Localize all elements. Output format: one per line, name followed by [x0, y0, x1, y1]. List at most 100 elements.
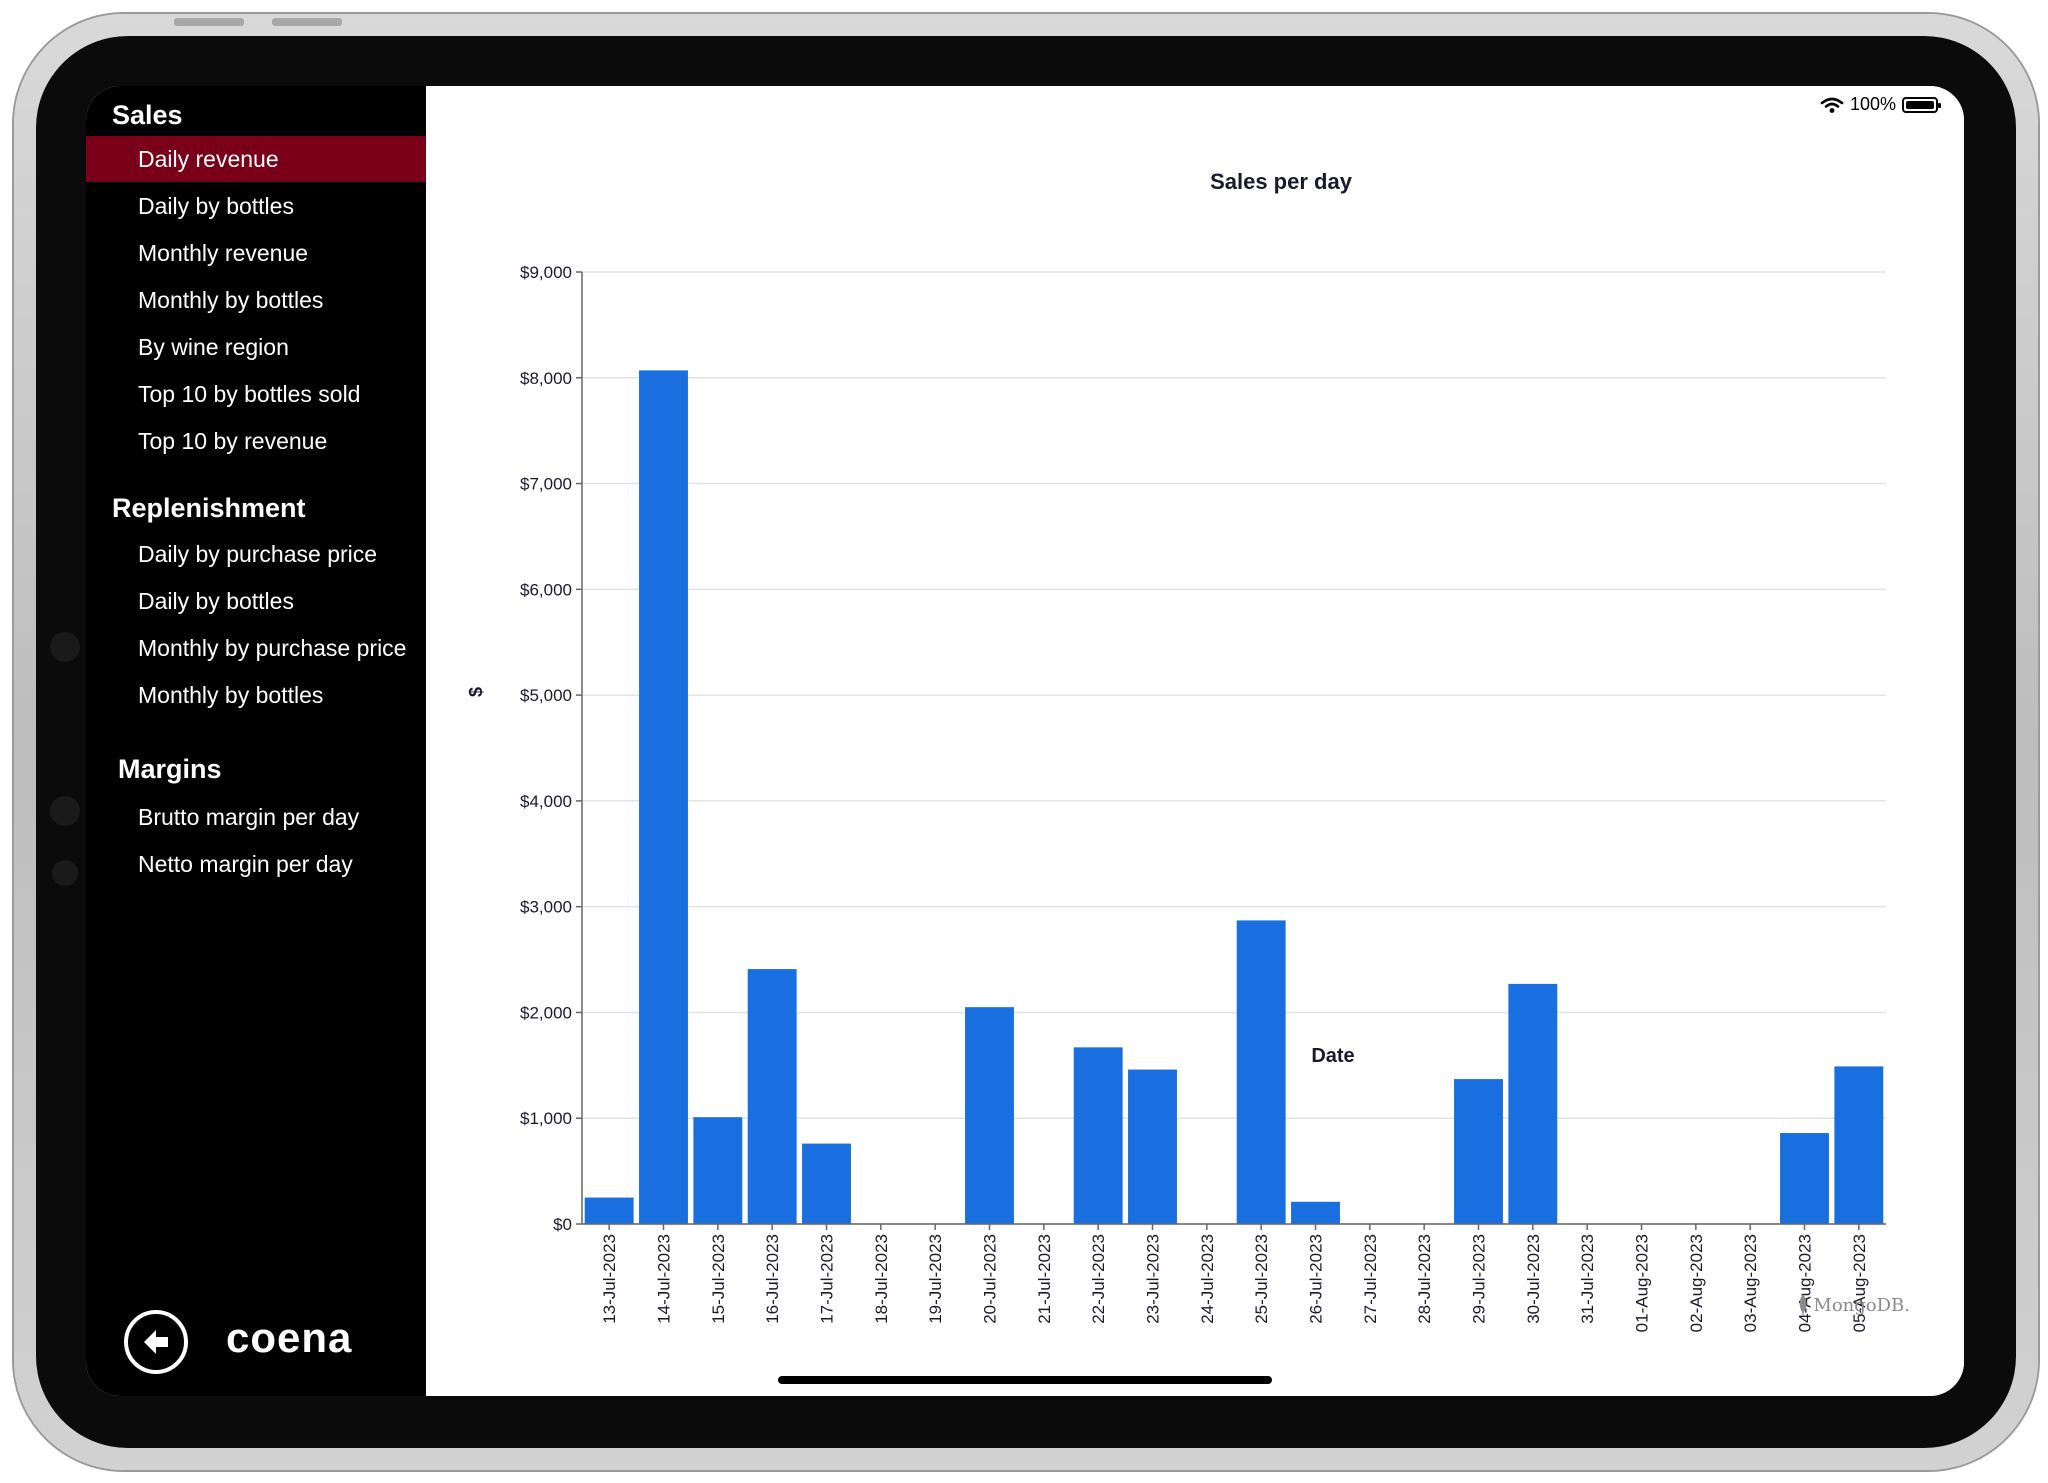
volume-button: [272, 18, 342, 26]
sidebar-item-daily-revenue[interactable]: Daily revenue: [86, 136, 426, 182]
bar-05-Aug-2023[interactable]: [1834, 1066, 1884, 1224]
y-tick-label: $8,000: [520, 369, 572, 388]
x-axis-label: Date: [1311, 1045, 1354, 1067]
sidebar-item-label: Monthly by bottles: [138, 682, 324, 708]
app-logo: coena: [226, 1314, 353, 1361]
bar-16-Jul-2023[interactable]: [747, 969, 797, 1224]
camera-icon: [50, 632, 80, 662]
y-tick-label: $1,000: [520, 1109, 572, 1128]
sidebar-section-title: Margins: [118, 754, 222, 784]
bar-22-Jul-2023[interactable]: [1073, 1047, 1123, 1224]
sidebar-item-label: Top 10 by bottles sold: [138, 381, 361, 407]
sensor-icon: [50, 796, 80, 826]
x-tick-label: 23-Jul-2023: [1144, 1234, 1163, 1324]
x-tick-label: 31-Jul-2023: [1578, 1234, 1597, 1324]
y-tick-label: $3,000: [520, 898, 572, 917]
sidebar-item-daily-by-bottles[interactable]: Daily by bottles: [86, 183, 426, 229]
x-tick-label: 26-Jul-2023: [1307, 1234, 1326, 1324]
sidebar-item-label: Netto margin per day: [138, 851, 353, 877]
x-tick-label: 21-Jul-2023: [1035, 1234, 1054, 1324]
x-tick-label: 18-Jul-2023: [872, 1234, 891, 1324]
y-tick-label: $6,000: [520, 580, 572, 599]
x-tick-label: 14-Jul-2023: [655, 1234, 674, 1324]
bar-29-Jul-2023[interactable]: [1454, 1079, 1503, 1224]
volume-button: [174, 18, 244, 26]
sidebar-section-title: Sales: [112, 100, 183, 130]
x-tick-label: 22-Jul-2023: [1089, 1234, 1108, 1324]
sidebar: coena Sales Daily revenue Daily by bottles…: [86, 86, 426, 1396]
x-tick-label: 02-Aug-2023: [1687, 1234, 1706, 1332]
sidebar-item-top-10-by-revenue[interactable]: Top 10 by revenue: [86, 418, 426, 464]
sidebar-item-top-10-by-bottles-sold[interactable]: Top 10 by bottles sold: [86, 371, 426, 417]
sidebar-item-monthly-by-bottles[interactable]: Monthly by bottles: [86, 672, 426, 718]
x-tick-label: 25-Jul-2023: [1252, 1234, 1271, 1324]
bar-25-Jul-2023[interactable]: [1236, 920, 1286, 1224]
chart-title: Sales per day: [1210, 169, 1353, 194]
sidebar-item-monthly-by-purchase-price[interactable]: Monthly by purchase price: [86, 625, 426, 671]
sidebar-item-label: Daily by bottles: [138, 588, 294, 614]
sidebar-item-label: Brutto margin per day: [138, 804, 360, 830]
bar-04-Aug-2023[interactable]: [1780, 1133, 1829, 1224]
y-tick-label: $7,000: [520, 475, 572, 494]
sales-chart: $0 $1,000 $2,000 $3,000 $4,000 $5,000 $6,000 $7…: [466, 169, 1886, 1332]
bar-26-Jul-2023[interactable]: [1291, 1201, 1340, 1224]
x-tick-label: 28-Jul-2023: [1415, 1234, 1434, 1324]
bar-20-Jul-2023[interactable]: [965, 1007, 1014, 1224]
bar-30-Jul-2023[interactable]: [1508, 983, 1558, 1224]
y-axis-label: $: [466, 687, 486, 697]
sidebar-item-label: Top 10 by revenue: [138, 428, 328, 454]
sidebar-item-label: Daily by purchase price: [138, 541, 378, 567]
sidebar-section-title: Replenishment: [112, 493, 306, 523]
wifi-icon: [1820, 97, 1844, 113]
sensor-icon: [52, 860, 78, 886]
sidebar-item-label: Daily by bottles: [138, 193, 294, 219]
x-tick-label: 16-Jul-2023: [763, 1234, 782, 1324]
mongodb-leaf-icon: [1800, 1294, 1807, 1316]
watermark-text: MongoDB.: [1813, 1294, 1910, 1316]
sidebar-item-monthly-by-bottles[interactable]: Monthly by bottles: [86, 277, 426, 323]
mongodb-watermark: MongoDB.: [1797, 1294, 1910, 1316]
bar-14-Jul-2023[interactable]: [639, 370, 688, 1224]
arrow-left-circle-icon: [144, 1330, 168, 1354]
x-tick-label: 20-Jul-2023: [981, 1234, 1000, 1324]
bar-23-Jul-2023[interactable]: [1128, 1069, 1177, 1224]
sidebar-item-monthly-revenue[interactable]: Monthly revenue: [86, 230, 426, 276]
sidebar-item-label: Monthly revenue: [138, 240, 309, 266]
x-tick-label: 30-Jul-2023: [1524, 1234, 1543, 1324]
bar-17-Jul-2023[interactable]: [802, 1143, 851, 1224]
x-tick-label: 01-Aug-2023: [1633, 1234, 1652, 1332]
x-tick-label: 15-Jul-2023: [709, 1234, 728, 1324]
sidebar-item-by-wine-region[interactable]: By wine region: [86, 324, 426, 370]
sidebar-item-label: By wine region: [138, 334, 289, 360]
x-tick-label: 03-Aug-2023: [1741, 1234, 1760, 1332]
y-tick-label: $9,000: [520, 263, 572, 282]
chart-axes: $0 $1,000 $2,000 $3,000 $4,000 $5,000 $6,000 $7…: [520, 263, 1886, 1332]
y-tick-label: $4,000: [520, 792, 572, 811]
chart-bars: [584, 370, 1884, 1224]
bar-15-Jul-2023[interactable]: [693, 1117, 743, 1224]
y-tick-label: $5,000: [520, 686, 572, 705]
bar-13-Jul-2023[interactable]: [584, 1197, 634, 1224]
x-tick-label: 13-Jul-2023: [600, 1234, 619, 1324]
battery-full-icon: [1902, 96, 1941, 113]
x-tick-label: 24-Jul-2023: [1198, 1234, 1217, 1324]
x-tick-label: 17-Jul-2023: [818, 1234, 837, 1324]
sidebar-item-label: Monthly by bottles: [138, 287, 324, 313]
battery-percentage: 100%: [1849, 94, 1896, 114]
app-screen: coena Sales Daily revenue Daily by bottles…: [86, 86, 1964, 1396]
x-tick-label: 05-Aug-2023: [1850, 1234, 1869, 1332]
main-content: 100% $0 $1,000 $2,000 $3,000 $4,000 $5,000 $6,…: [426, 86, 1964, 1396]
sidebar-item-netto-margin-per-day[interactable]: Netto margin per day: [86, 841, 426, 887]
y-tick-label: $2,000: [520, 1003, 572, 1022]
back-button[interactable]: [124, 1310, 188, 1374]
sidebar-item-daily-by-purchase-price[interactable]: Daily by purchase price: [86, 531, 426, 577]
home-indicator[interactable]: [778, 1376, 1272, 1384]
x-tick-label: 27-Jul-2023: [1361, 1234, 1380, 1324]
x-tick-label: 04-Aug-2023: [1796, 1234, 1815, 1332]
sidebar-item-label: Daily revenue: [138, 146, 279, 172]
y-tick-label: $0: [553, 1215, 572, 1234]
sidebar-item-brutto-margin-per-day[interactable]: Brutto margin per day: [86, 794, 426, 840]
x-tick-label: 29-Jul-2023: [1470, 1234, 1489, 1324]
x-tick-label: 19-Jul-2023: [926, 1234, 945, 1324]
sidebar-item-daily-by-bottles[interactable]: Daily by bottles: [86, 578, 426, 624]
